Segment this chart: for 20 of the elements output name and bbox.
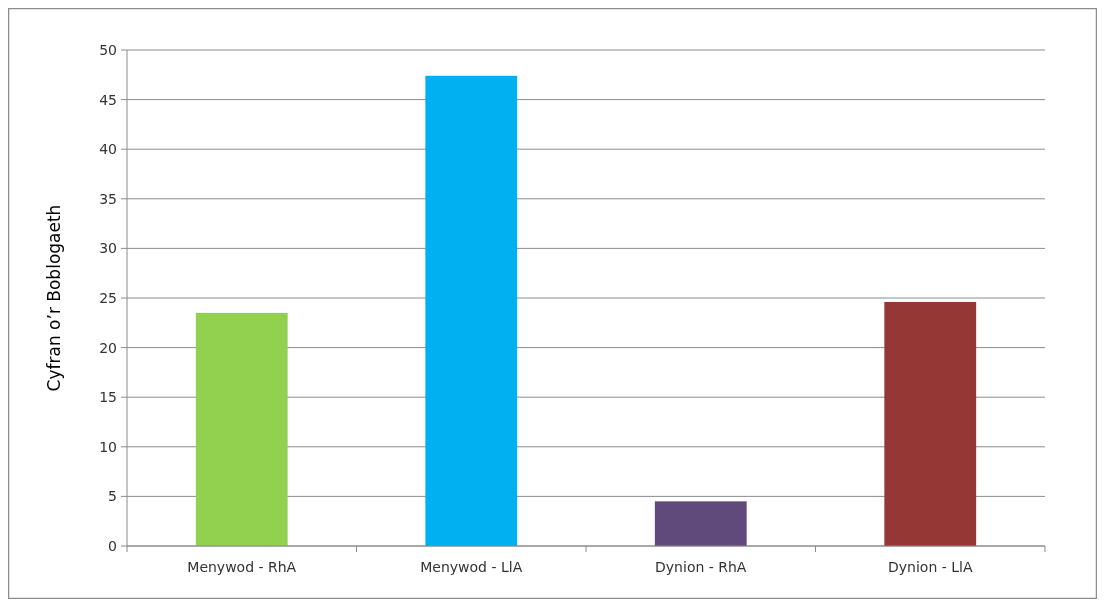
y-tick-label: 40 [99, 141, 117, 158]
x-tick-label: Menywod - LlA [420, 559, 523, 575]
bar [654, 501, 747, 546]
y-tick-label: 10 [99, 438, 117, 455]
bar [884, 301, 977, 546]
y-axis-title: Cyfran o’r Boblogaeth [44, 204, 64, 392]
x-tick-label: Dynion - LlA [888, 559, 973, 575]
bar [425, 75, 518, 546]
y-tick-label: 50 [99, 41, 117, 58]
bar [195, 312, 288, 546]
y-tick-label: 30 [99, 240, 117, 257]
x-tick-label: Dynion - RhA [655, 559, 747, 575]
y-tick-label: 35 [99, 190, 117, 207]
y-tick-label: 45 [99, 91, 117, 108]
y-tick-label: 5 [108, 488, 117, 505]
y-tick-label: 0 [108, 537, 117, 554]
y-tick-label: 15 [99, 389, 117, 406]
y-tick-label: 25 [99, 289, 117, 306]
x-tick-label: Menywod - RhA [187, 559, 297, 575]
y-tick-label: 20 [99, 339, 117, 356]
